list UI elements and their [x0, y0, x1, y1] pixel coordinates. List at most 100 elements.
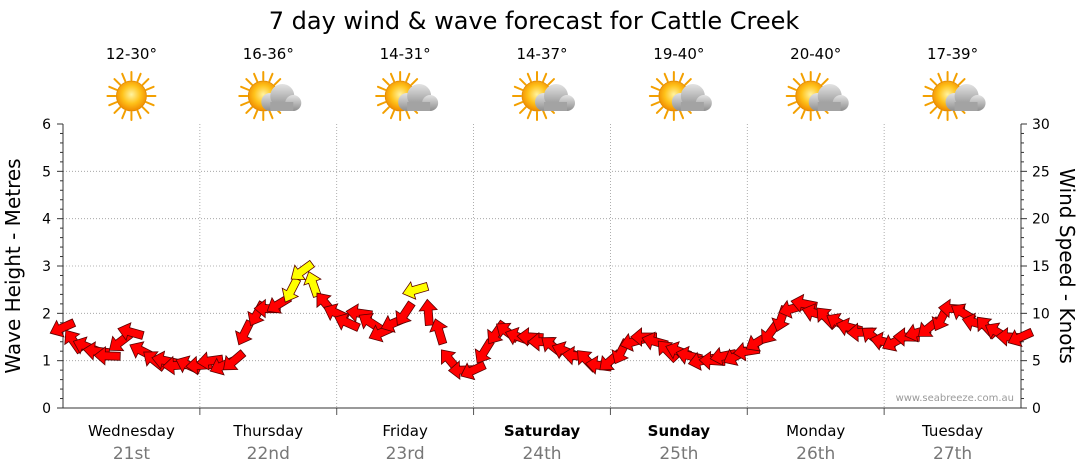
- sun-ray: [937, 109, 943, 120]
- sun-ray: [815, 72, 821, 83]
- wind-arrow: [1007, 327, 1035, 348]
- wind-arrow: [395, 300, 416, 326]
- sun-ray: [136, 109, 142, 120]
- temperature-range-label: 19-40°: [653, 45, 704, 63]
- y-right-tick-label: 5: [1032, 354, 1041, 370]
- sun-ray: [526, 72, 532, 83]
- wind-arrow: [402, 280, 430, 300]
- sun-ray: [815, 109, 821, 120]
- wind-arrow: [429, 318, 449, 346]
- sun-ray: [121, 72, 127, 83]
- sun-ray: [245, 106, 253, 114]
- sun-ray: [678, 109, 685, 120]
- temperature-range-label: 16-36°: [243, 45, 294, 63]
- sun-ray: [240, 101, 250, 107]
- day-name-label: Monday: [786, 422, 845, 440]
- wind-arrow: [460, 360, 487, 381]
- y-left-tick-label: 0: [42, 401, 51, 417]
- cloud-shape: [261, 84, 302, 111]
- sun-ray: [957, 78, 966, 86]
- sun-ray: [678, 72, 685, 83]
- sun-ray: [113, 78, 122, 86]
- y-left-tick-label: 2: [42, 306, 51, 322]
- day-name-label: Thursday: [232, 422, 303, 440]
- sun-ray: [684, 78, 692, 86]
- sun-ray: [655, 78, 664, 86]
- sun-ray: [513, 101, 524, 107]
- sun-ray: [268, 72, 274, 83]
- wind-arrow: [196, 351, 224, 371]
- sun-ray: [389, 109, 396, 120]
- temperature-range-label: 17-39°: [927, 45, 978, 63]
- sun-ray: [405, 72, 411, 83]
- cloud-base: [270, 102, 294, 111]
- day-name-label: Friday: [382, 422, 428, 440]
- watermark: www.seabreeze.com.au: [896, 393, 1014, 404]
- y-right-tick-label: 10: [1032, 306, 1050, 322]
- sun-ray: [800, 109, 806, 120]
- day-date-label: 27th: [933, 444, 972, 464]
- day-date-label: 21st: [113, 444, 150, 464]
- y-left-tick-label: 5: [42, 164, 51, 180]
- sun-ray: [382, 78, 390, 86]
- sun-ray: [108, 85, 118, 91]
- sun-ray: [924, 85, 934, 91]
- cloud-base: [407, 102, 431, 111]
- temperature-range-label: 20-40°: [790, 45, 841, 63]
- partly-cloudy-icon: [375, 71, 439, 121]
- sun-ray: [663, 109, 669, 120]
- sun-ray: [519, 78, 527, 86]
- y-right-tick-label: 30: [1032, 117, 1050, 133]
- day-date-label: 24th: [522, 444, 561, 464]
- sun-ray: [787, 85, 797, 91]
- sun-ray: [382, 106, 390, 114]
- sun-ray: [952, 109, 958, 120]
- sun-ray: [253, 109, 259, 120]
- cloud-shape: [398, 84, 439, 111]
- sun-ray: [800, 72, 806, 83]
- y-left-tick-label: 1: [42, 354, 51, 370]
- cloud-shape: [945, 84, 986, 111]
- day-date-label: 26th: [796, 444, 835, 464]
- sun-ray: [141, 106, 150, 114]
- sun-ray: [655, 106, 664, 114]
- day-name-label: Tuesday: [921, 422, 983, 440]
- sun-ray: [526, 109, 532, 120]
- cloud-base: [680, 102, 704, 111]
- y-axis-left-title: Wave Height - Metres: [1, 158, 25, 373]
- sun-ray: [650, 85, 661, 91]
- sun-ray: [145, 101, 155, 107]
- day-name-label: Wednesday: [88, 422, 175, 440]
- sun-ray: [929, 106, 938, 114]
- sun-ray: [253, 72, 259, 83]
- cloud-base: [817, 102, 841, 111]
- sun-ray: [937, 72, 943, 83]
- sun-ray: [145, 85, 155, 91]
- sun-ray: [924, 101, 934, 107]
- sun-ray: [787, 101, 797, 107]
- sun-ray: [792, 78, 801, 86]
- y-left-tick-label: 6: [42, 117, 51, 133]
- partly-cloudy-icon: [648, 71, 712, 121]
- y-right-tick-label: 20: [1032, 212, 1050, 228]
- day-name-label: Saturday: [504, 422, 581, 440]
- sun-ray: [821, 78, 829, 86]
- sun-ray: [952, 72, 958, 83]
- sun-ray: [136, 72, 142, 83]
- wind-arrow: [117, 322, 145, 342]
- sun-ray: [405, 109, 411, 120]
- sun-ray: [268, 109, 274, 120]
- cloud-shape: [535, 84, 575, 111]
- sun-ray: [929, 78, 938, 86]
- sun-ray: [542, 109, 548, 120]
- y-right-tick-label: 15: [1032, 259, 1050, 275]
- wind-arrow: [93, 345, 121, 366]
- sun-ray: [376, 101, 387, 107]
- wind-arrow: [49, 318, 77, 338]
- y-left-tick-label: 3: [42, 259, 51, 275]
- sun-ray: [410, 78, 419, 86]
- temperature-range-label: 14-31°: [380, 45, 431, 63]
- sun-ray: [113, 106, 122, 114]
- temperature-range-label: 14-37°: [516, 45, 567, 63]
